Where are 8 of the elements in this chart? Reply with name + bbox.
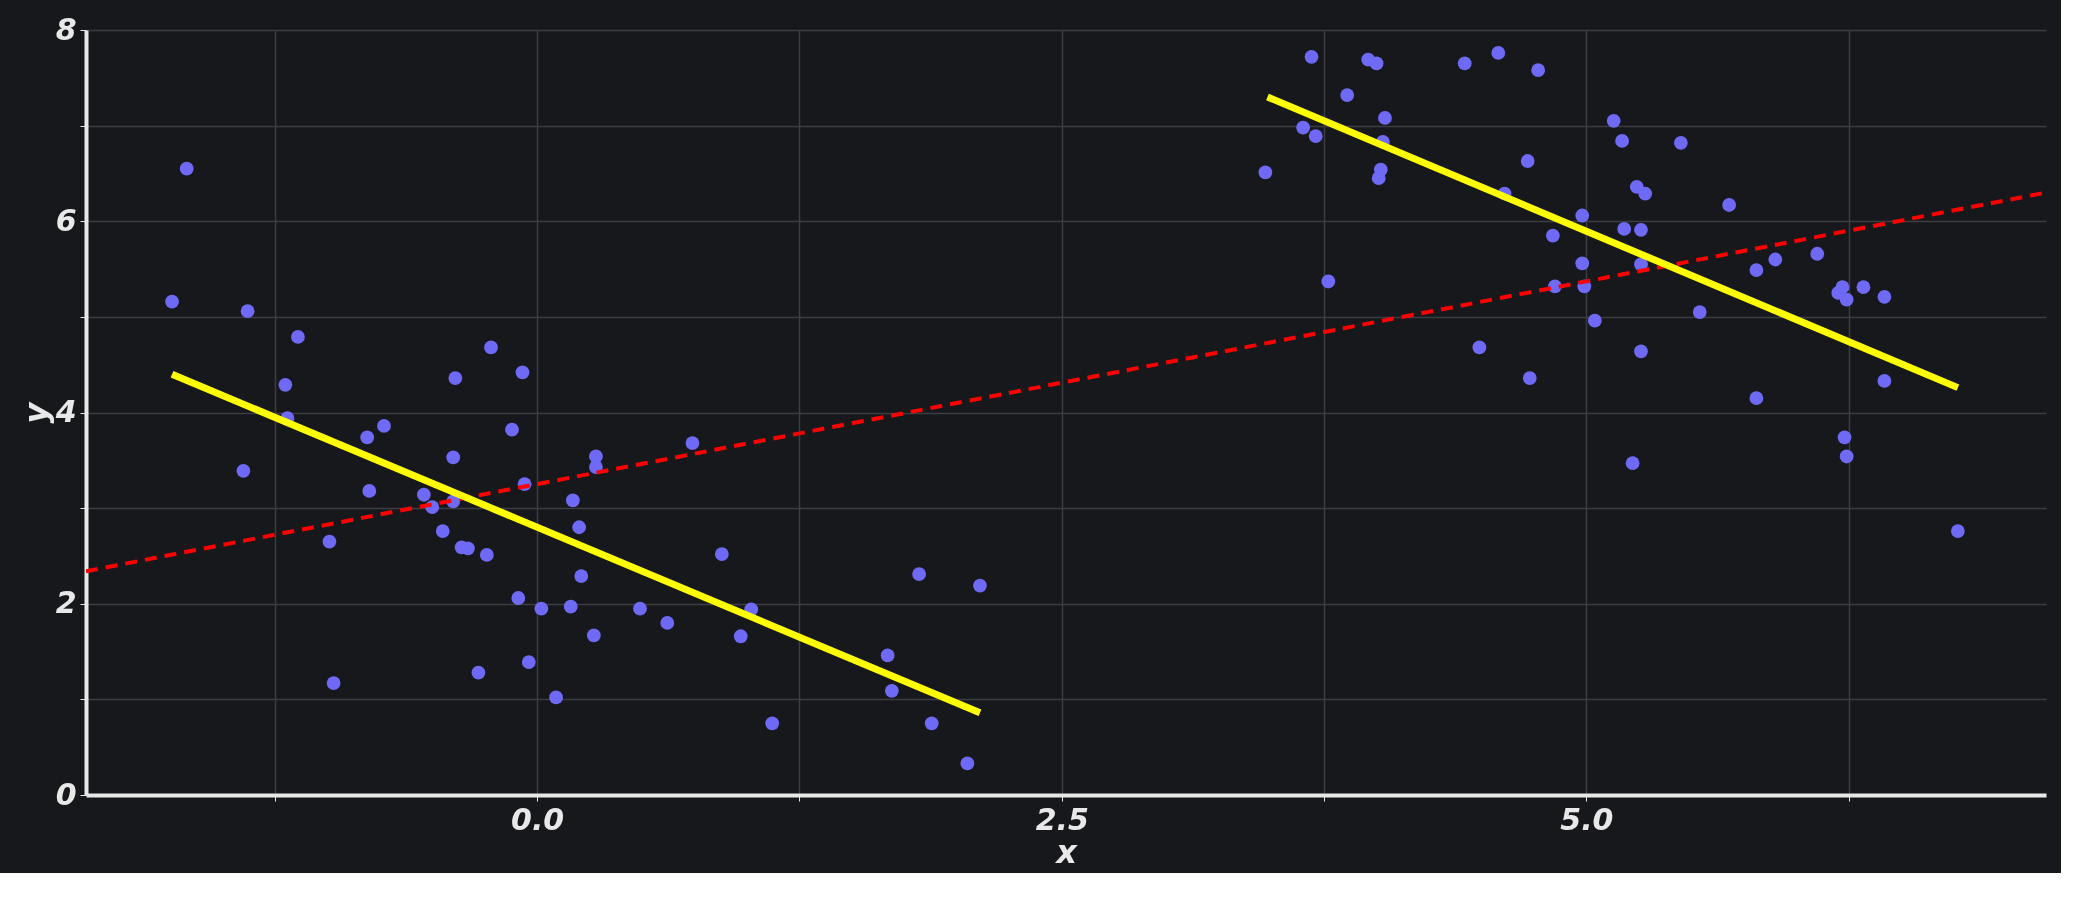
- y-tick-label: 4: [54, 394, 77, 429]
- y-axis-title: y: [16, 401, 55, 424]
- x-tick-label: 5.0: [1560, 801, 1614, 837]
- y-tick-label: 6: [55, 202, 77, 238]
- y-tick-label: 8: [55, 11, 77, 47]
- y-tick-label: 0: [55, 776, 77, 812]
- x-tick-label: 0.0: [511, 801, 565, 837]
- y-tick-label: 2: [55, 585, 77, 621]
